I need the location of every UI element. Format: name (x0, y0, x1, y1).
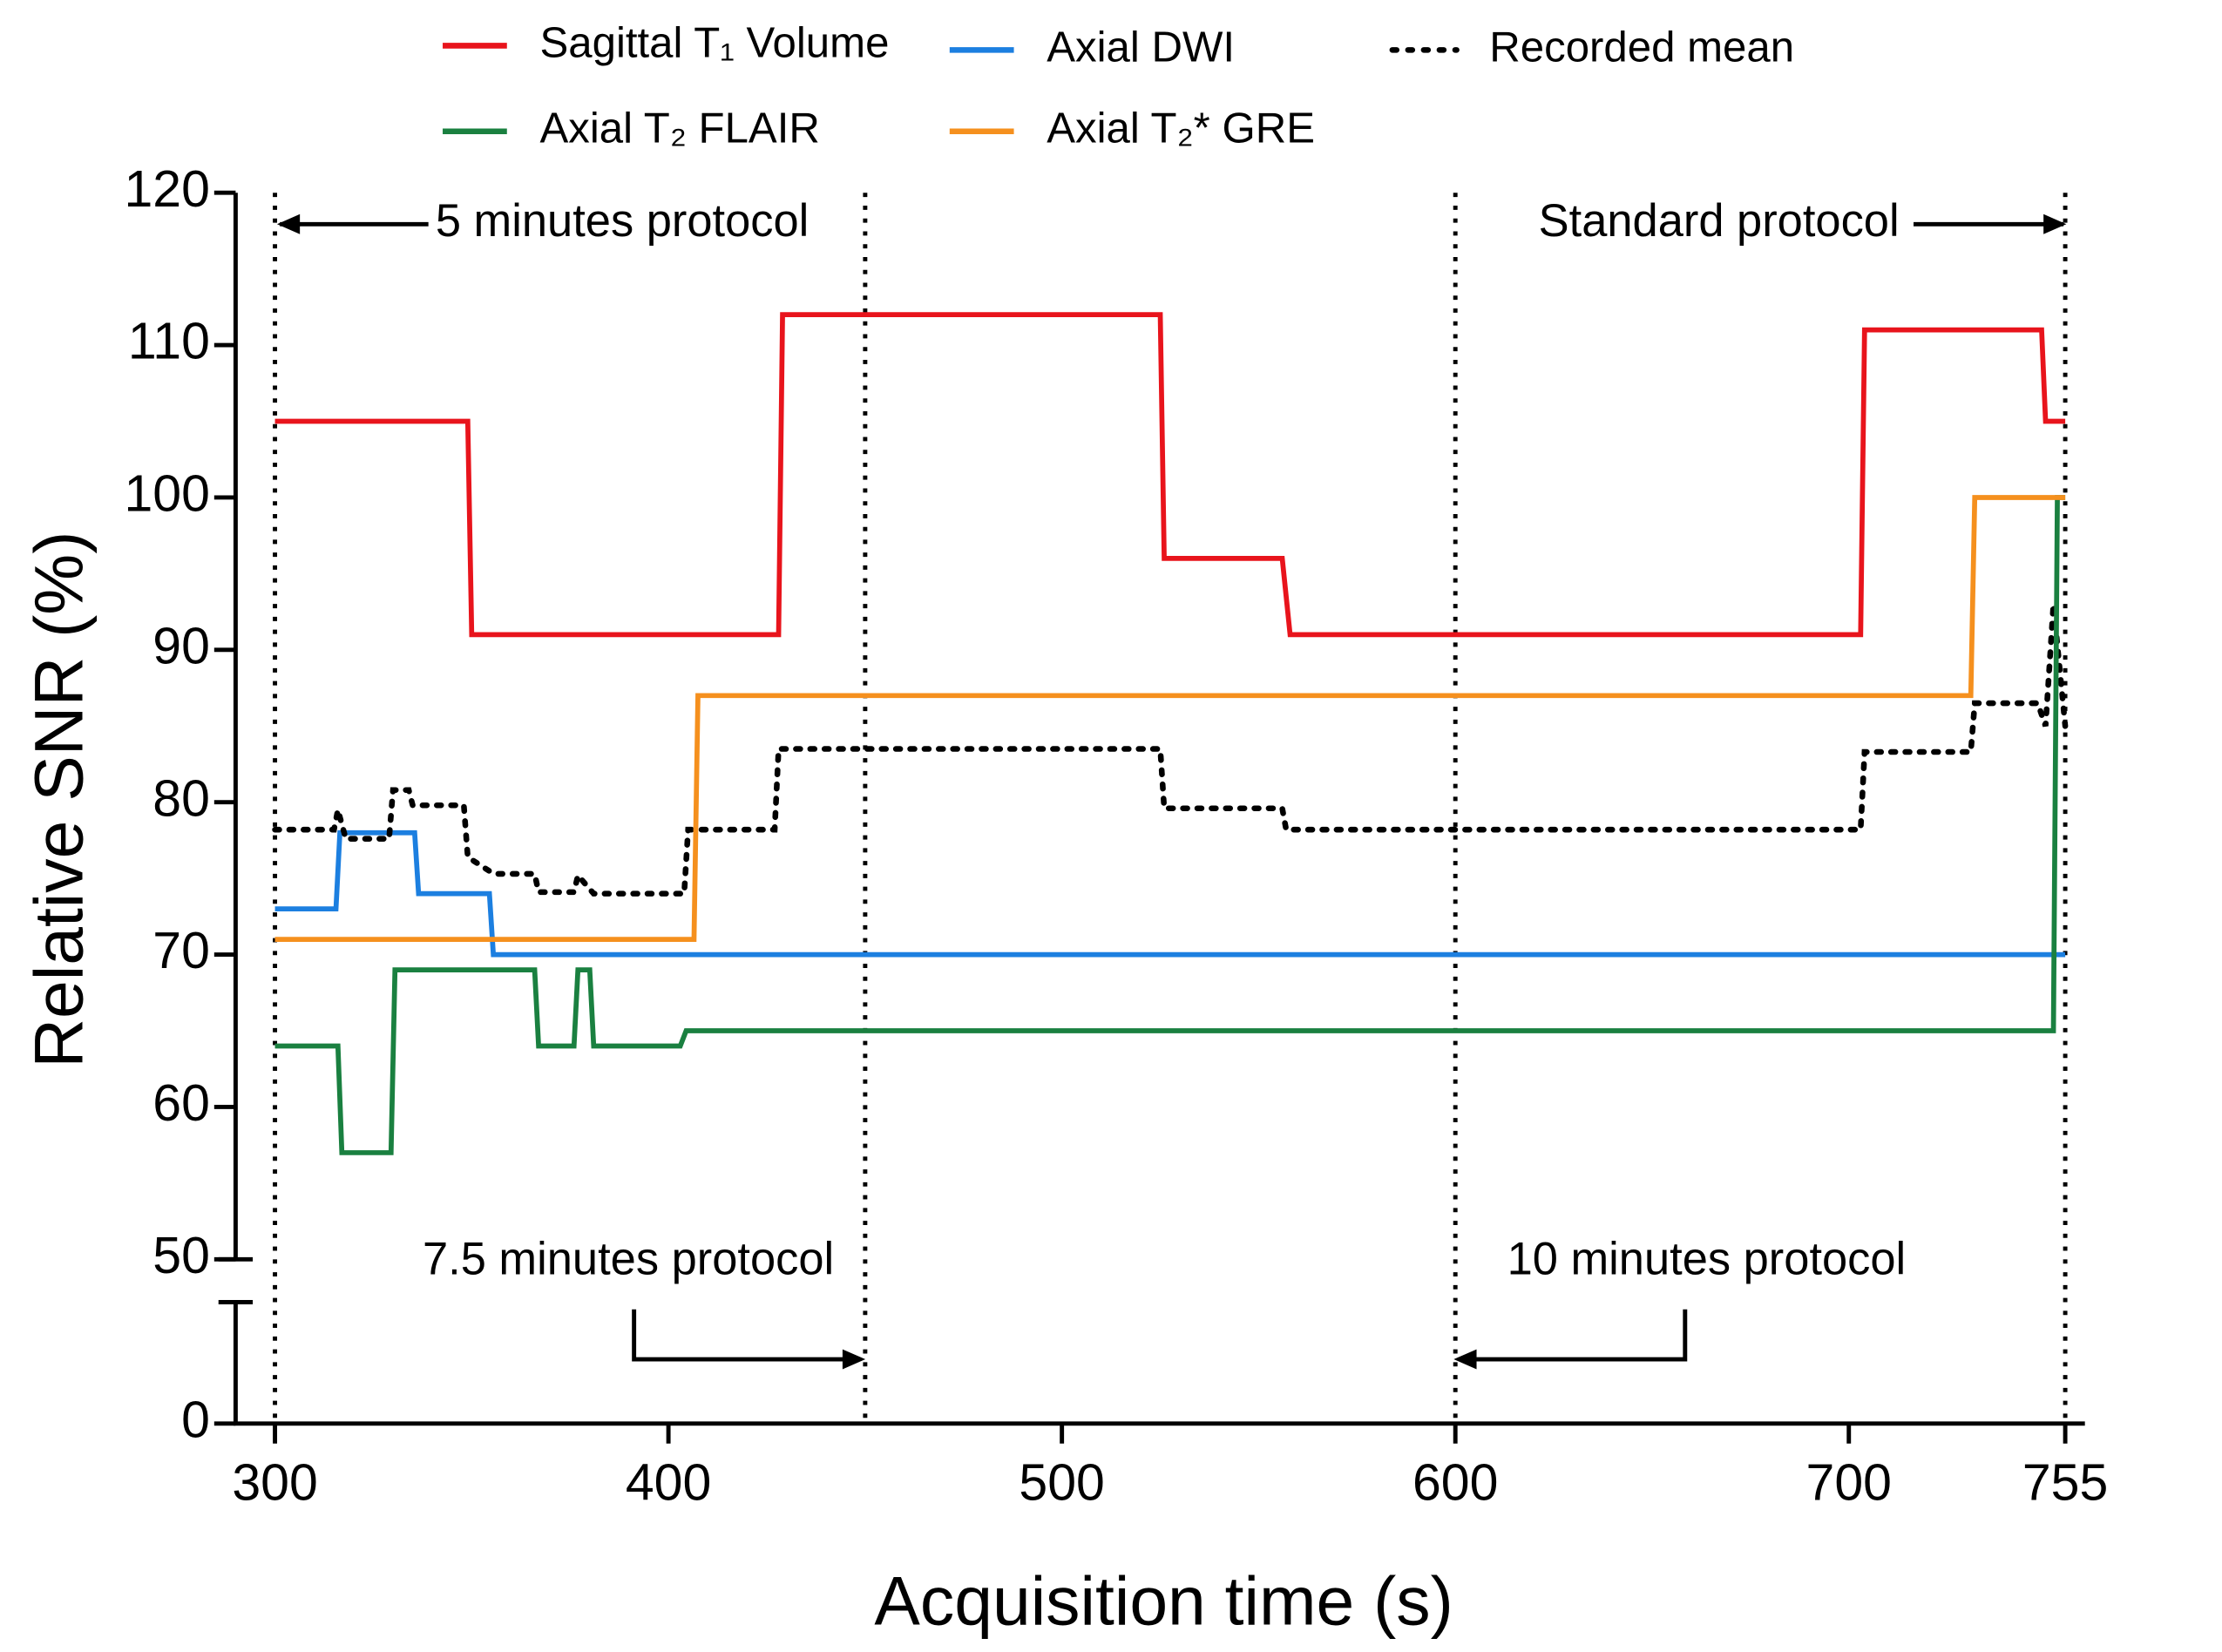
series-line (274, 312, 2066, 638)
x-tick-label: 700 (1806, 1453, 1892, 1511)
legend-label: Axial T₂* GRE (1047, 105, 1315, 152)
legend-label: Sagittal T₁ Volume (539, 18, 889, 66)
x-tick-label: 500 (1019, 1453, 1104, 1511)
x-axis-title: Acquisition time (s) (874, 1562, 1453, 1639)
x-tick-label: 300 (232, 1453, 317, 1511)
arrow (632, 1309, 860, 1362)
annotation: 10 minutes protocol (1507, 1234, 1907, 1284)
y-tick-label: 70 (152, 922, 210, 979)
legend-label: Recorded mean (1489, 23, 1794, 71)
annotation: 5 minutes protocol (436, 196, 809, 247)
arrow-head (842, 1349, 866, 1370)
y-tick-label: 0 (181, 1391, 210, 1448)
y-tick-label: 90 (152, 617, 210, 674)
series-line (272, 604, 2069, 897)
arrow-head (1453, 1349, 1477, 1370)
y-tick-label: 110 (128, 313, 210, 370)
legend-label: Axial DWI (1047, 23, 1235, 71)
x-tick-label: 600 (1412, 1453, 1498, 1511)
legend-label: Axial T₂ FLAIR (539, 105, 819, 152)
annotation: Standard protocol (1539, 196, 1900, 247)
y-tick-label: 80 (152, 769, 210, 827)
y-axis-title: Relative SNR (%) (21, 531, 98, 1068)
arrow-head (276, 213, 301, 234)
series-line (274, 829, 2066, 958)
x-tick-label: 755 (2022, 1453, 2108, 1511)
series-line (274, 495, 2066, 1155)
y-tick-label: 60 (152, 1074, 210, 1132)
annotation: 7.5 minutes protocol (423, 1234, 834, 1284)
y-tick-label: 120 (124, 160, 209, 218)
x-tick-label: 400 (626, 1453, 711, 1511)
arrow-head (2043, 213, 2067, 234)
arrow (1459, 1309, 1688, 1362)
y-tick-label: 100 (124, 465, 209, 523)
y-tick-label: 50 (152, 1227, 210, 1284)
series-line (274, 495, 2066, 942)
